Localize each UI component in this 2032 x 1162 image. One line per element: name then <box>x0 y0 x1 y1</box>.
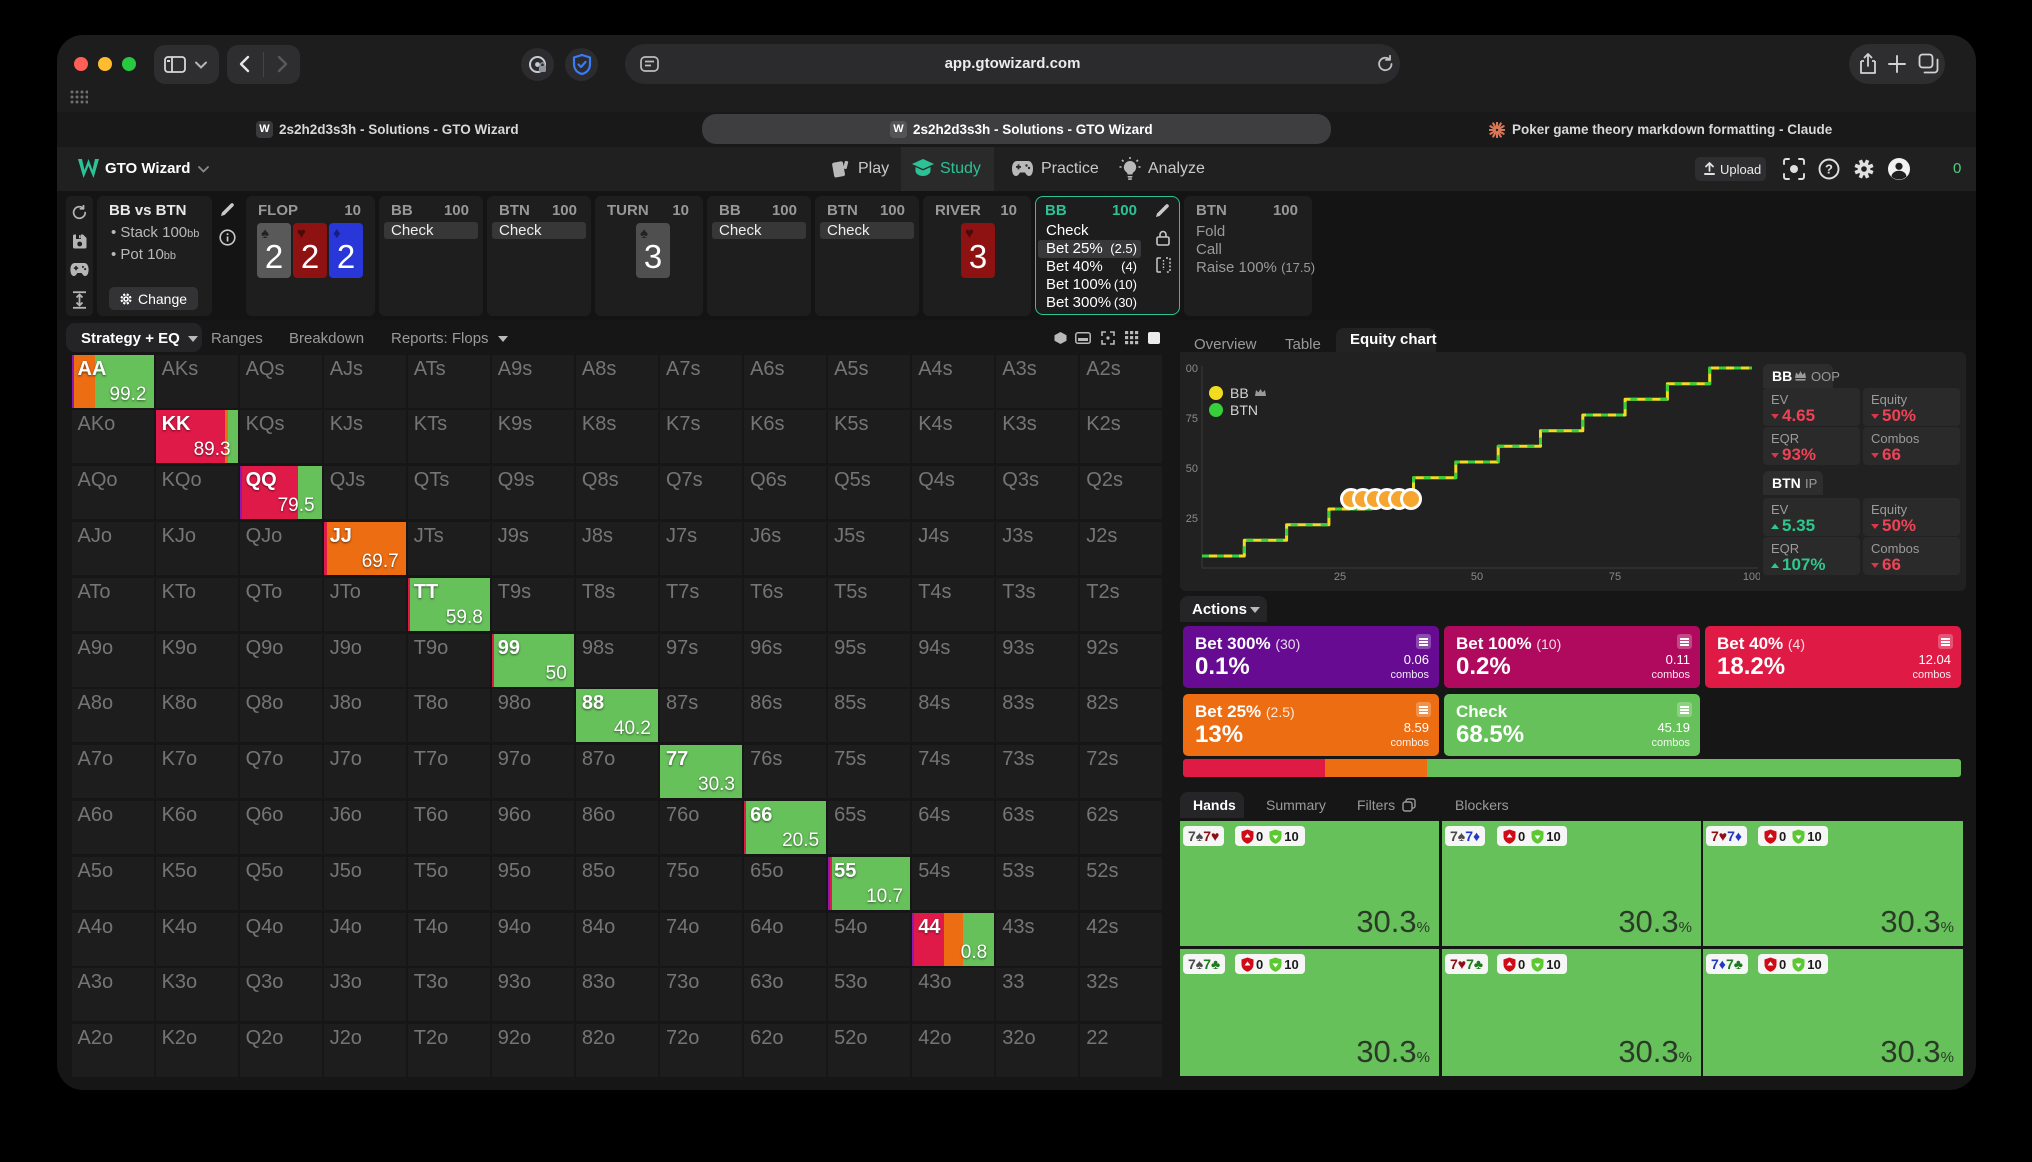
svg-text:?: ? <box>1825 162 1833 177</box>
svg-text:BTN: BTN <box>1230 402 1258 418</box>
svg-text:75: 75 <box>1609 571 1621 583</box>
svg-text:50: 50 <box>1186 463 1198 475</box>
svg-text:00: 00 <box>1186 363 1198 375</box>
svg-text:50: 50 <box>1471 571 1483 583</box>
svg-text:BB: BB <box>1230 385 1249 401</box>
svg-text:75: 75 <box>1186 413 1198 425</box>
svg-text:25: 25 <box>1186 513 1198 525</box>
svg-text:100: 100 <box>1743 571 1760 583</box>
svg-text:25: 25 <box>1334 571 1346 583</box>
